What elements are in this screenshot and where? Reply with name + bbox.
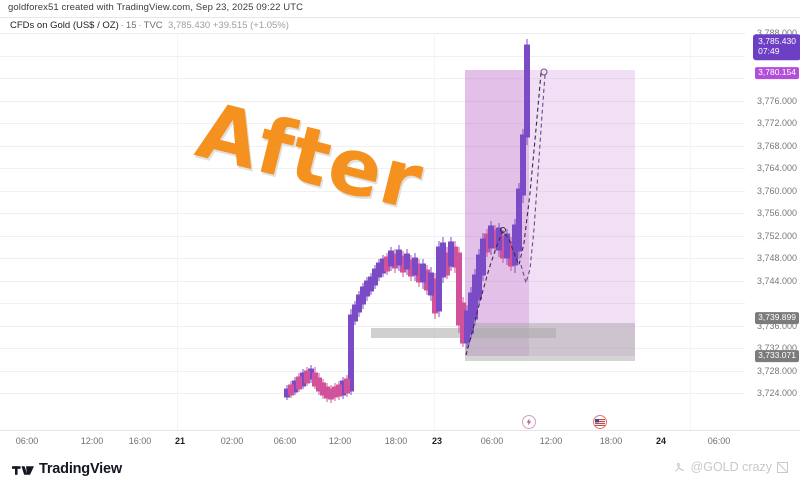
- time-tick-13: 06:00: [707, 436, 731, 446]
- session-divider-24: [690, 33, 691, 430]
- time-axis[interactable]: 06:00 12:00 16:00 21 02:00 06:00 12:00 1…: [0, 431, 800, 452]
- legend-change-percent: (+1.05%): [250, 20, 289, 31]
- candle-group: [284, 39, 530, 403]
- author-handle: @GOLD crazy: [690, 460, 772, 474]
- legend-separator-1: ·: [120, 20, 124, 31]
- time-tick-11: 18:00: [599, 436, 623, 446]
- projected-pivot-node: [500, 227, 506, 233]
- gridline-3784: [0, 55, 745, 57]
- time-tick-12: 24: [655, 436, 667, 446]
- legend-symbol[interactable]: CFDs on Gold (US$ / OZ): [10, 20, 119, 31]
- tradingview-logo-text: TradingView: [39, 461, 122, 477]
- legend-separator-2: ·: [138, 20, 142, 31]
- chart-credit-text: goldforex51 created with TradingView.com…: [8, 2, 304, 13]
- author-watermark: @GOLD crazy: [673, 460, 788, 474]
- legend-interval[interactable]: 15: [125, 20, 137, 31]
- time-tick-3: 21: [174, 436, 186, 446]
- price-tick-3724: 3,724.000: [756, 388, 797, 398]
- price-tick-3732: 3,732.000: [756, 343, 797, 353]
- time-tick-4: 02:00: [220, 436, 244, 446]
- chart-plot-area[interactable]: [0, 33, 745, 430]
- boxed-x-icon: [777, 461, 788, 473]
- us-flag-icon: [595, 418, 605, 426]
- price-tick-3744: 3,744.000: [756, 275, 797, 286]
- gridline-3752: [0, 235, 745, 237]
- lightning-bolt-icon: [526, 418, 532, 426]
- legend-change: +39.515: [212, 20, 248, 31]
- header-divider: [0, 17, 800, 18]
- legend-last-price: 3,785.430: [167, 20, 211, 31]
- price-tick-3752: 3,752.000: [756, 230, 797, 241]
- forecast-path-dashed: [520, 74, 546, 286]
- projected-path-dashed: [465, 72, 542, 356]
- gridline-3740: [0, 303, 745, 304]
- time-tick-1: 12:00: [80, 436, 104, 446]
- zone-upper-badge[interactable]: 3,739.899: [755, 312, 799, 324]
- price-tick-3728: 3,728.000: [756, 365, 797, 376]
- last-price-value: 3,785.430: [758, 36, 796, 47]
- gridline-3756: [0, 213, 745, 214]
- gridline-3724: [0, 393, 745, 394]
- session-divider-21: [177, 33, 178, 430]
- demand-box[interactable]: [465, 323, 635, 361]
- time-tick-0: 06:00: [15, 436, 39, 446]
- gridline-3780: [0, 78, 745, 79]
- legend-exchange: TVC: [143, 20, 163, 31]
- candlestick-series: [284, 39, 548, 403]
- bottom-bar: TradingView @GOLD crazy: [0, 452, 800, 488]
- price-tick-3768: 3,768.000: [756, 140, 797, 151]
- price-tick-3756: 3,756.000: [756, 208, 797, 218]
- time-tick-8: 23: [431, 436, 443, 446]
- price-tick-3788: 3,788.000: [756, 28, 797, 38]
- price-tick-3764: 3,764.000: [756, 163, 797, 173]
- gridline-3772: [0, 123, 745, 124]
- zone-lower-badge[interactable]: 3,733.071: [755, 350, 799, 362]
- economic-event-marker[interactable]: [522, 415, 536, 429]
- price-tick-3736: 3,736.000: [756, 320, 797, 331]
- time-tick-9: 06:00: [480, 436, 504, 446]
- bar-countdown: 07:49: [758, 46, 780, 56]
- price-tick-3760: 3,760.000: [756, 185, 797, 196]
- price-axis[interactable]: 3,788.000 3,776.000 3,772.000 3,768.000 …: [745, 28, 800, 430]
- tradingview-logo[interactable]: TradingView: [12, 461, 122, 477]
- time-tick-5: 06:00: [273, 436, 297, 446]
- gridline-3736: [0, 325, 745, 327]
- projection-zone[interactable]: [529, 70, 635, 356]
- time-tick-6: 12:00: [328, 436, 352, 446]
- last-price-badge[interactable]: 3,785.430 07:49: [754, 35, 800, 59]
- gridline-3764: [0, 168, 745, 169]
- time-tick-2: 16:00: [128, 436, 152, 446]
- gridline-3768: [0, 145, 745, 147]
- tradingview-logo-icon: [12, 466, 34, 475]
- gridline-3728: [0, 370, 745, 372]
- price-tick-3772: 3,772.000: [756, 118, 797, 128]
- time-tick-7: 18:00: [384, 436, 408, 446]
- time-axis-divider: [0, 430, 800, 431]
- price-tick-3748: 3,748.000: [756, 253, 797, 263]
- gridline-3760: [0, 190, 745, 192]
- gridline-3748: [0, 258, 745, 259]
- forecast-target-node: [540, 68, 548, 76]
- time-tick-10: 12:00: [539, 436, 563, 446]
- chart-legend: CFDs on Gold (US$ / OZ) · 15 · TVC 3,785.430…: [10, 20, 289, 31]
- gridline-3732: [0, 348, 745, 349]
- signature-icon: [674, 462, 684, 472]
- us-news-event-marker[interactable]: [593, 415, 607, 429]
- gridline-3776: [0, 100, 745, 102]
- gridline-3788: [0, 33, 745, 34]
- level-price-badge[interactable]: 3,780.154: [755, 67, 799, 79]
- session-divider-23: [434, 33, 435, 430]
- price-tick-3776: 3,776.000: [756, 95, 797, 106]
